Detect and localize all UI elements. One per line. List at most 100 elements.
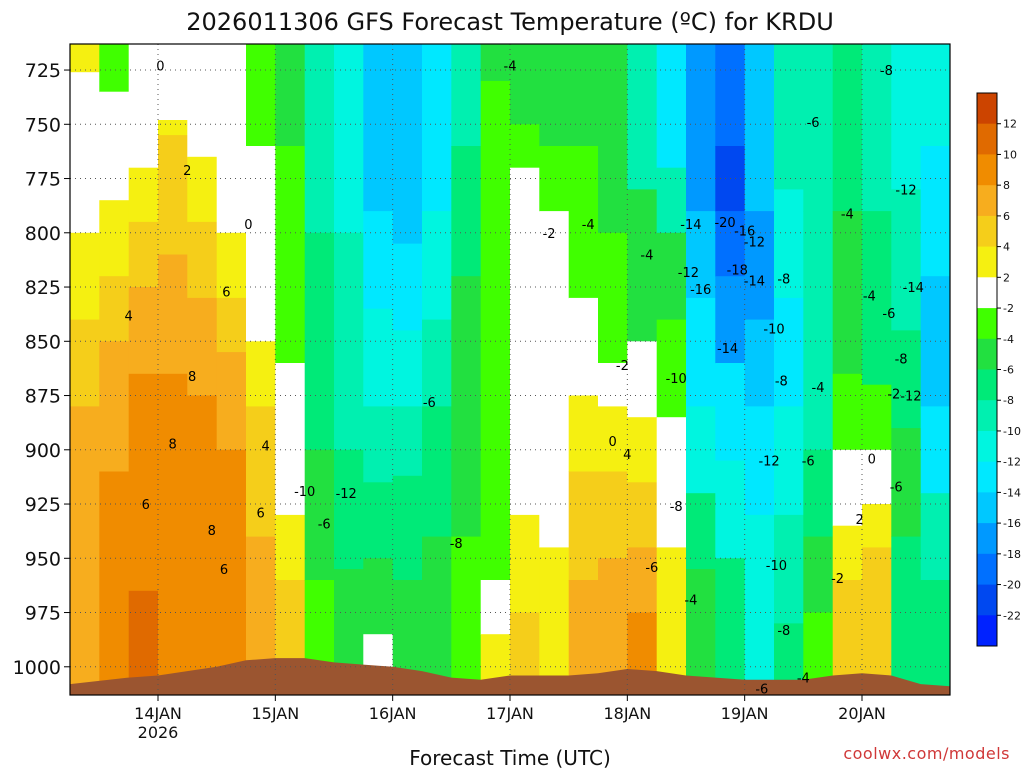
heatmap-cell — [862, 547, 892, 695]
color-legend: 12 10 8 6 4 2 -2 -4 -6 -8 -10 -12 -14 -16 -18 -20 -22 — [976, 92, 1021, 647]
contour-label: 0 — [156, 60, 164, 75]
heatmap-cell — [392, 475, 423, 581]
heatmap-cell — [686, 44, 716, 212]
contour-label: -8 — [450, 537, 463, 552]
heatmap-cell — [510, 124, 540, 169]
heatmap-cell — [539, 211, 570, 549]
heatmap-cell — [568, 395, 599, 472]
heatmap-cell — [187, 156, 218, 223]
heatmap-cell — [334, 232, 364, 451]
contour-label: -8 — [777, 624, 790, 639]
legend-label: 12 — [1003, 118, 1017, 131]
heatmap-cell — [744, 319, 775, 407]
contour-label: -4 — [684, 594, 697, 609]
contour-label: -2 — [616, 359, 629, 374]
contour-label: -6 — [755, 683, 768, 698]
heatmap-cell — [392, 330, 423, 407]
heatmap-cell — [363, 482, 394, 559]
x-tick-label: 14JAN — [134, 704, 182, 723]
legend-label: -14 — [1003, 486, 1021, 499]
legend-swatch — [977, 615, 997, 647]
contour-label: 0 — [868, 453, 876, 468]
contour-label: 4 — [125, 309, 133, 324]
heatmap-cell — [480, 80, 511, 581]
heatmap-cell — [451, 536, 482, 695]
heatmap-cell — [686, 569, 716, 695]
contour-label: -8 — [670, 500, 683, 515]
heatmap-cell — [275, 514, 306, 581]
y-tick-label: 900 — [25, 440, 61, 462]
heatmap-cell — [128, 44, 159, 169]
y-tick-label: 1000 — [13, 657, 61, 679]
heatmap-cell — [480, 44, 511, 82]
contour-label: -18 — [727, 264, 748, 279]
legend-label: -22 — [1003, 609, 1021, 622]
heatmap-cell — [70, 44, 100, 73]
heatmap-cell — [158, 254, 188, 375]
heatmap-cell — [832, 44, 863, 212]
y-axis: 725 750 775 800 825 850 875 900 925 950 975 1000 — [13, 60, 70, 679]
grid-layer — [70, 44, 950, 695]
heatmap-cell — [392, 44, 423, 245]
y-tick-label: 950 — [25, 548, 61, 570]
contour-label: -20 — [714, 216, 735, 231]
legend-swatch — [977, 338, 997, 370]
contour-label: 4 — [623, 448, 631, 463]
heatmap-cell — [246, 406, 276, 538]
heatmap-cell — [187, 297, 218, 397]
heatmap-cell — [422, 319, 452, 407]
heatmap-cell — [334, 44, 364, 234]
legend-swatch — [977, 246, 997, 278]
heatmap-cell — [70, 406, 100, 695]
heatmap-cell — [744, 44, 775, 212]
contour-label: -12 — [895, 183, 916, 198]
contour-label: 6 — [220, 563, 228, 578]
contour-label: 0 — [244, 218, 252, 233]
legend-swatch — [977, 430, 997, 463]
legend-swatch — [977, 123, 997, 155]
y-tick-label: 975 — [25, 603, 61, 625]
contour-label: -14 — [744, 275, 765, 290]
legend-swatch — [977, 553, 997, 585]
contour-label: -6 — [423, 396, 436, 411]
contour-label: -4 — [640, 249, 653, 264]
heatmap-cell — [598, 471, 628, 559]
heatmap-cell — [99, 471, 130, 695]
contour-label: -2 — [887, 387, 900, 402]
heatmap-cell — [774, 189, 804, 299]
legend-label: 10 — [1003, 148, 1017, 161]
heatmap-cell — [920, 580, 950, 695]
legend-label: -4 — [1003, 333, 1014, 346]
heatmap-cell — [539, 44, 570, 147]
heatmap-cell — [99, 44, 130, 93]
heatmap-cell — [627, 341, 658, 418]
x-axis-label: Forecast Time (UTC) — [409, 746, 611, 768]
y-tick-label: 750 — [25, 114, 61, 136]
heatmap-cell — [744, 514, 775, 695]
contour-label: 8 — [188, 370, 196, 385]
heatmap-cell — [656, 319, 687, 418]
contour-label: -4 — [841, 207, 854, 222]
contour-label: -16 — [734, 225, 755, 240]
heatmap-cell — [803, 449, 834, 538]
heatmap-cell — [656, 417, 687, 548]
x-tick-label: 15JAN — [251, 704, 299, 723]
contour-label: -4 — [863, 290, 876, 305]
heatmap-cell — [158, 44, 188, 121]
contour-label: -2 — [831, 572, 844, 587]
contour-label: 8 — [169, 437, 177, 452]
heatmap-cell — [187, 395, 218, 695]
heatmap-cell — [656, 167, 687, 234]
contour-label: -16 — [690, 283, 711, 298]
heatmap-cell — [158, 373, 188, 695]
site-credit: coolwx.com/models — [843, 744, 1010, 763]
y-tick-label: 925 — [25, 494, 61, 516]
contour-label: -6 — [882, 307, 895, 322]
heatmap-cell — [627, 44, 658, 190]
heatmap-cell — [803, 44, 834, 212]
heatmap-cell — [304, 449, 335, 581]
heatmap-cell — [363, 558, 394, 635]
heatmap-cell — [891, 44, 922, 190]
heatmap-cell — [158, 135, 188, 255]
heatmap-cell — [627, 547, 658, 614]
